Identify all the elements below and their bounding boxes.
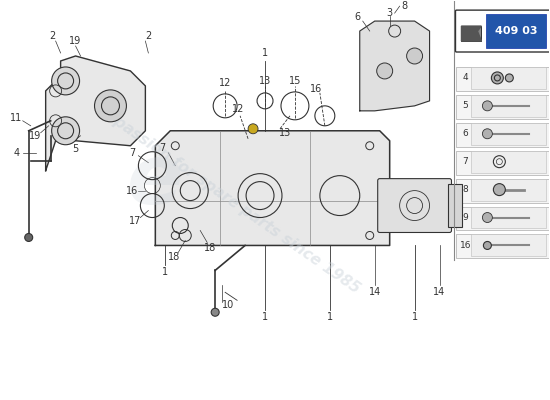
Text: 2: 2	[145, 31, 151, 41]
Text: 6: 6	[355, 12, 361, 22]
Text: 5: 5	[73, 144, 79, 154]
Text: 1: 1	[162, 267, 168, 277]
Text: 7: 7	[463, 157, 469, 166]
Bar	[471, 123, 546, 145]
Bar	[456, 234, 549, 258]
Bar	[448, 184, 463, 228]
Text: 4: 4	[14, 148, 20, 158]
Text: a passion for spare parts since 1985: a passion for spare parts since 1985	[98, 105, 362, 296]
Text: 1: 1	[262, 48, 268, 58]
Circle shape	[248, 124, 258, 134]
Circle shape	[25, 234, 32, 242]
Polygon shape	[360, 21, 430, 111]
Text: 9: 9	[463, 213, 469, 222]
Bar	[471, 95, 546, 117]
Bar	[486, 14, 546, 48]
Text: 2: 2	[50, 31, 56, 41]
Bar	[471, 179, 546, 200]
Text: 13: 13	[279, 128, 291, 138]
Text: 7: 7	[129, 148, 135, 158]
Text: 16: 16	[460, 241, 471, 250]
Text: 10: 10	[222, 300, 234, 310]
Text: 7: 7	[159, 143, 166, 153]
Text: 17: 17	[129, 216, 141, 226]
Text: 19: 19	[69, 36, 82, 46]
Circle shape	[406, 48, 422, 64]
Polygon shape	[155, 131, 389, 246]
Text: 1: 1	[327, 312, 333, 322]
Bar	[456, 123, 549, 147]
Circle shape	[52, 117, 80, 145]
Circle shape	[52, 67, 80, 95]
Text: 5: 5	[463, 101, 469, 110]
Text: 18: 18	[204, 244, 216, 254]
Polygon shape	[46, 56, 145, 171]
Text: 1: 1	[411, 312, 417, 322]
Text: 8: 8	[402, 1, 408, 11]
Text: 6: 6	[463, 129, 469, 138]
Circle shape	[211, 308, 219, 316]
Text: 14: 14	[368, 287, 381, 297]
FancyBboxPatch shape	[378, 179, 452, 232]
Circle shape	[377, 63, 393, 79]
Bar	[456, 206, 549, 230]
Text: 11: 11	[9, 113, 22, 123]
Circle shape	[482, 101, 492, 111]
Text: 4: 4	[463, 74, 468, 82]
Text: 19: 19	[29, 131, 41, 141]
Bar	[456, 95, 549, 119]
Text: 1: 1	[262, 312, 268, 322]
Circle shape	[505, 74, 513, 82]
Text: 15: 15	[289, 76, 301, 86]
Bar	[456, 151, 549, 175]
Text: 409 03: 409 03	[495, 26, 537, 36]
Bar	[471, 67, 546, 89]
Bar	[461, 26, 481, 41]
Bar	[456, 67, 549, 91]
Text: 16: 16	[126, 186, 139, 196]
FancyBboxPatch shape	[455, 10, 550, 52]
Polygon shape	[461, 26, 481, 41]
Circle shape	[482, 129, 492, 139]
Circle shape	[483, 242, 491, 250]
Bar	[471, 151, 546, 173]
Text: 12: 12	[219, 78, 232, 88]
Text: 16: 16	[310, 84, 322, 94]
Text: 8: 8	[463, 185, 469, 194]
Bar	[471, 234, 546, 256]
Text: 3: 3	[387, 8, 393, 18]
Text: 14: 14	[433, 287, 446, 297]
Text: 18: 18	[168, 252, 180, 262]
Circle shape	[482, 212, 492, 222]
Text: e: e	[127, 140, 184, 221]
Text: 12: 12	[232, 104, 244, 114]
Bar	[471, 206, 546, 228]
Circle shape	[491, 72, 503, 84]
Circle shape	[95, 90, 126, 122]
Circle shape	[493, 184, 505, 196]
Bar	[456, 179, 549, 202]
Text: 13: 13	[259, 76, 271, 86]
